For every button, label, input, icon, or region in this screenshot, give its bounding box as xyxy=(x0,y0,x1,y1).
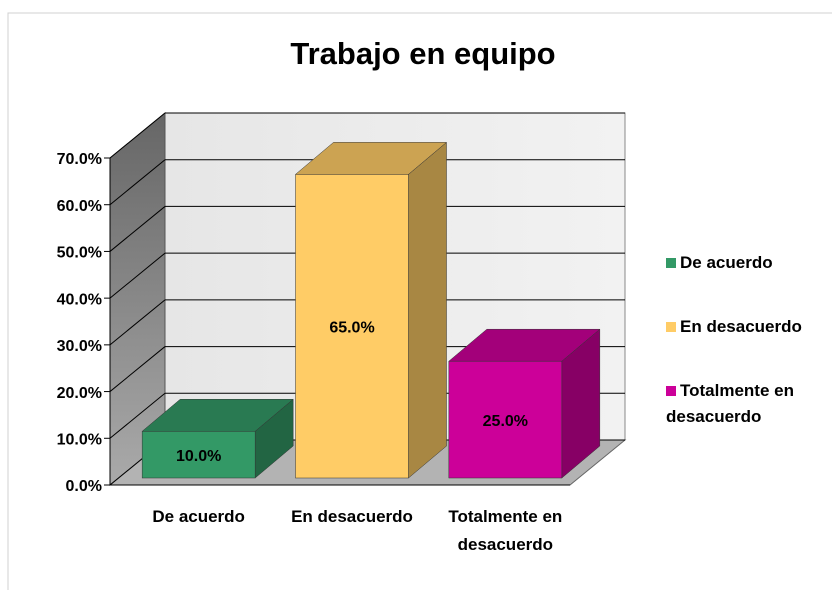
grid-line xyxy=(109,206,166,252)
legend-item: De acuerdo xyxy=(666,250,826,276)
grid-line xyxy=(109,252,166,299)
legend-label: De acuerdo xyxy=(680,253,773,272)
data-label: 10.0% xyxy=(176,448,221,465)
bar-side xyxy=(408,141,447,479)
y-tick-label: 50.0% xyxy=(57,245,102,262)
legend-item: En desacuerdo xyxy=(666,314,826,340)
legend-label: En desacuerdo xyxy=(680,317,802,336)
legend-swatch xyxy=(666,386,676,396)
bar xyxy=(448,360,563,479)
y-tick-label: 60.0% xyxy=(57,198,102,215)
y-tick-label: 20.0% xyxy=(57,385,102,402)
y-tick-label: 70.0% xyxy=(57,151,102,168)
grid-line xyxy=(109,346,166,392)
chart-border xyxy=(7,12,832,590)
y-tick-label: 40.0% xyxy=(57,291,102,308)
x-tick-label: De acuerdo xyxy=(152,507,245,526)
grid-line xyxy=(109,392,166,439)
legend-swatch xyxy=(666,322,676,332)
legend-item: Totalmente en desacuerdo xyxy=(666,378,826,430)
chart-title: Trabajo en equipo xyxy=(290,36,555,71)
y-tick-label: 0.0% xyxy=(66,478,102,495)
y-tick-label: 30.0% xyxy=(57,338,102,355)
grid-line xyxy=(109,159,166,206)
x-tick-label: En desacuerdo xyxy=(291,507,413,526)
data-label: 25.0% xyxy=(483,413,528,430)
grid-line xyxy=(109,112,166,159)
bar xyxy=(141,431,256,479)
data-label: 65.0% xyxy=(329,319,374,336)
legend-swatch xyxy=(666,258,676,268)
bar xyxy=(295,174,409,479)
x-tick-label: Totalmente en desacuerdo xyxy=(448,507,563,554)
grid-line xyxy=(109,299,166,346)
y-tick-label: 10.0% xyxy=(57,432,102,449)
legend-label: Totalmente en desacuerdo xyxy=(666,381,794,426)
